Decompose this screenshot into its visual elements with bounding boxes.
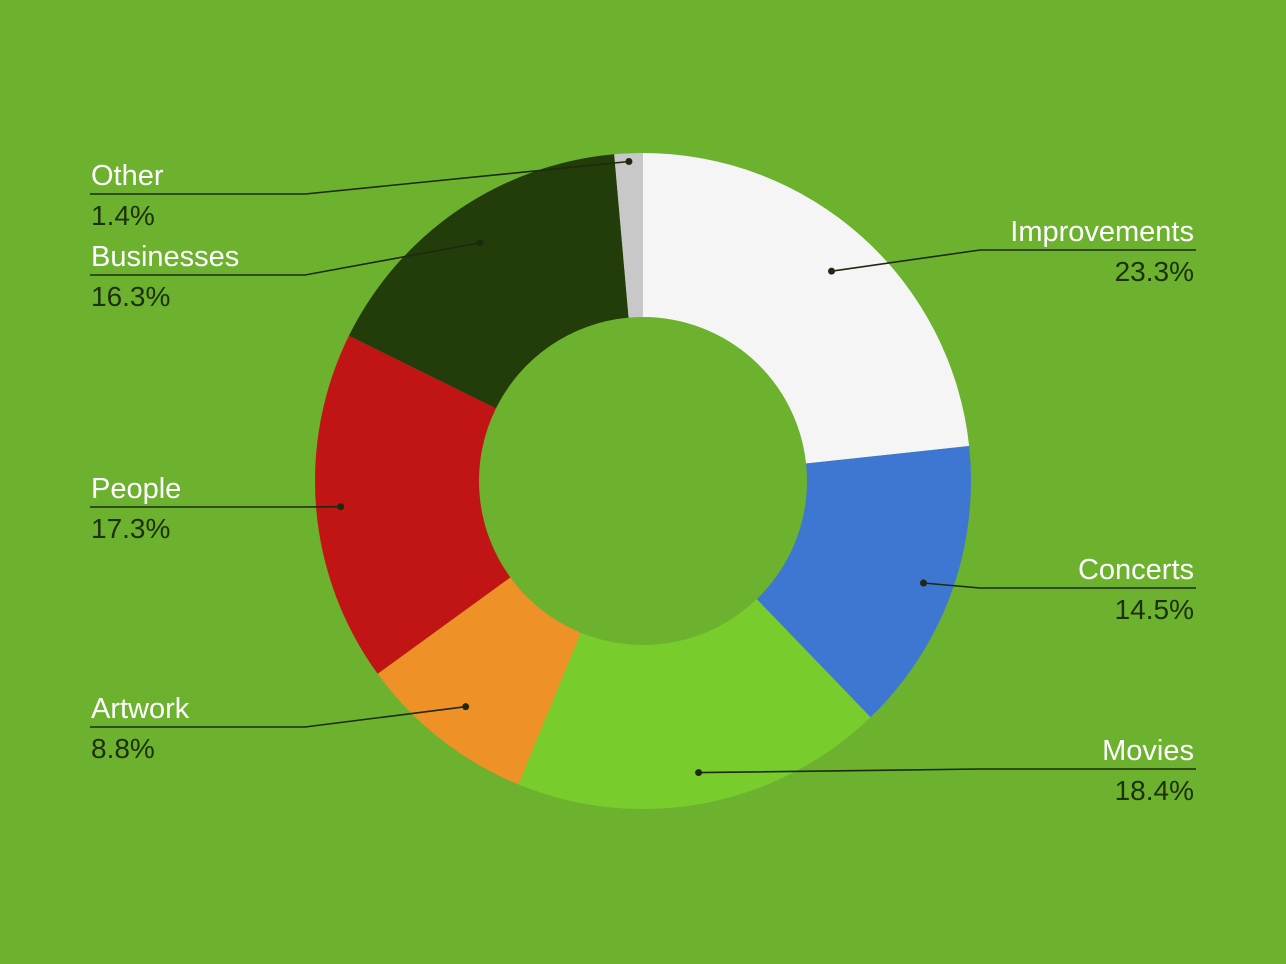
slice-label-artwork: Artwork [91, 693, 190, 725]
leader-dot-people [337, 503, 345, 511]
slices-layer [315, 153, 971, 809]
leader-line-improvements [831, 249, 1196, 272]
label-group-improvements: Improvements 23.3% [828, 216, 1196, 287]
label-group-businesses: Businesses 16.3% [90, 239, 484, 312]
slice-value-concerts: 14.5% [1115, 594, 1194, 625]
slice-value-artwork: 8.8% [91, 733, 155, 764]
leader-dot-other [625, 158, 633, 166]
slice-label-businesses: Businesses [91, 241, 239, 273]
slice-label-concerts: Concerts [1078, 554, 1194, 586]
slice-label-improvements: Improvements [1010, 216, 1194, 248]
label-group-people: People 17.3% [90, 473, 345, 544]
slice-other[interactable] [614, 153, 643, 318]
leader-dot-improvements [828, 267, 836, 275]
slice-value-movies: 18.4% [1115, 775, 1194, 806]
leader-line-businesses [90, 241, 481, 276]
slice-value-improvements: 23.3% [1115, 256, 1194, 287]
slice-value-other: 1.4% [91, 200, 155, 231]
label-group-artwork: Artwork 8.8% [90, 693, 470, 764]
slice-value-people: 17.3% [91, 513, 170, 544]
leader-line-concerts [923, 582, 1196, 589]
slice-label-other: Other [91, 160, 164, 192]
labels-layer: Improvements 23.3% Concerts 14.5% Movies 18.4… [90, 158, 1196, 806]
slice-label-movies: Movies [1102, 735, 1194, 767]
leader-dot-movies [695, 769, 703, 777]
label-group-concerts: Concerts 14.5% [920, 554, 1196, 625]
leader-dot-concerts [920, 579, 928, 587]
label-group-other: Other 1.4% [90, 158, 633, 231]
slice-improvements[interactable] [643, 153, 970, 464]
label-group-movies: Movies 18.4% [695, 735, 1196, 806]
slice-movies[interactable] [518, 599, 871, 809]
slice-people[interactable] [315, 335, 511, 674]
leader-line-movies [698, 768, 1196, 774]
leader-line-other [90, 160, 630, 195]
slice-value-businesses: 16.3% [91, 281, 170, 312]
leader-line-artwork [90, 705, 466, 728]
leader-dot-businesses [476, 239, 484, 247]
slice-artwork[interactable] [377, 577, 581, 785]
slice-concerts[interactable] [756, 446, 971, 718]
slice-businesses[interactable] [348, 154, 629, 409]
slice-label-people: People [91, 473, 181, 505]
leader-dot-artwork [462, 703, 470, 711]
